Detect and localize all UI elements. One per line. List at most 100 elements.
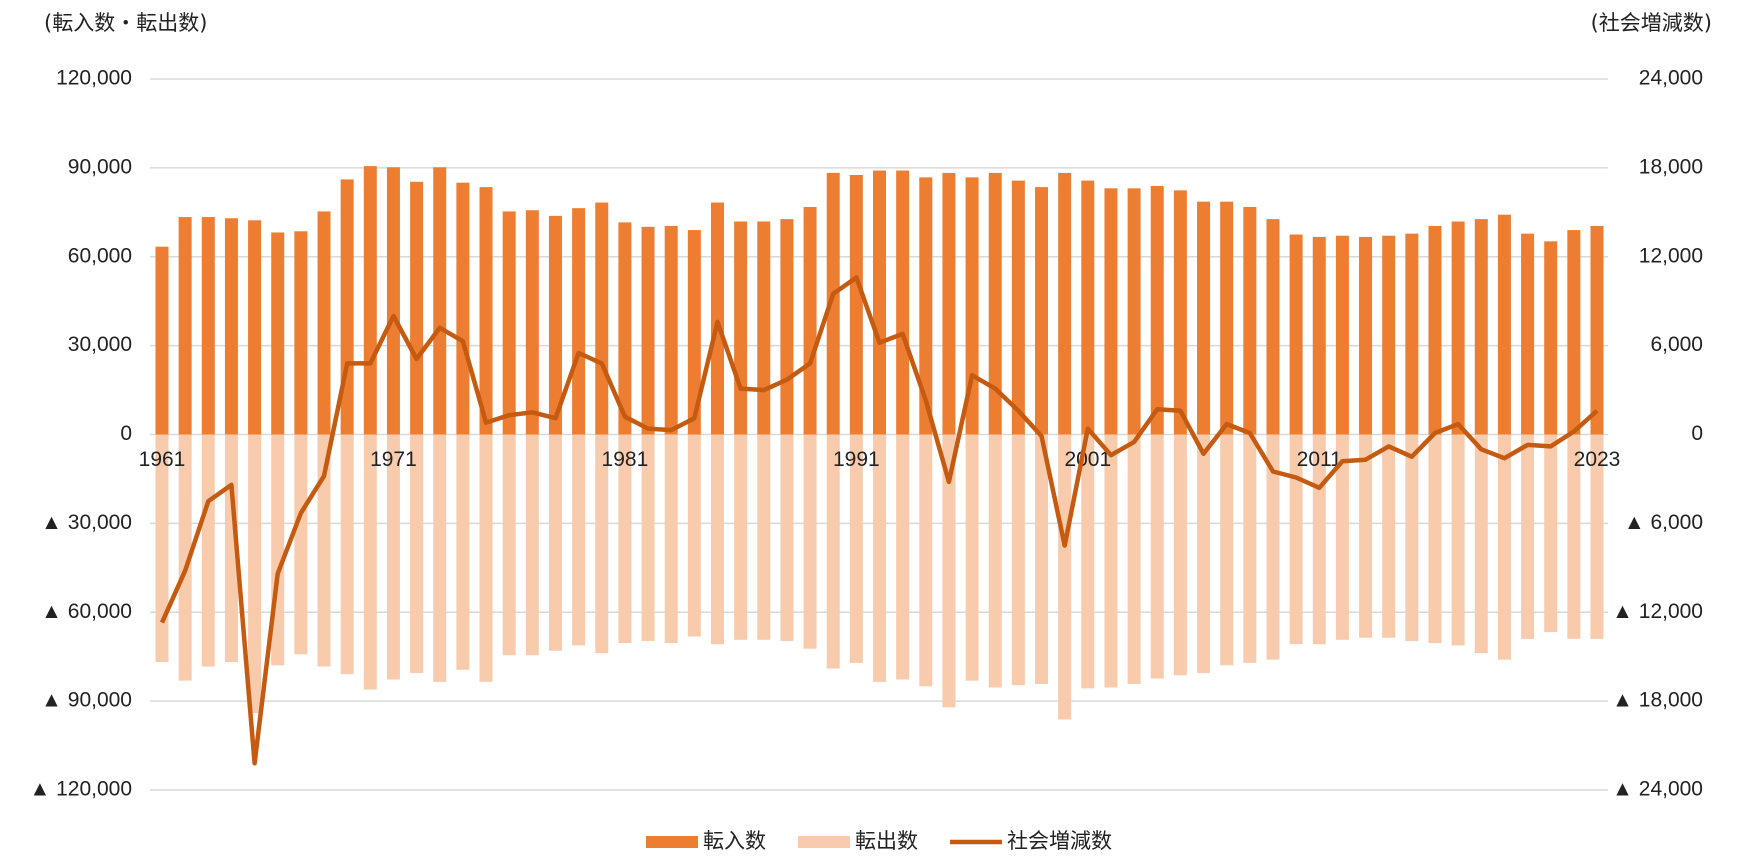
- bar: [710, 202, 724, 435]
- bar: [433, 167, 447, 435]
- y-axis-title: (転入数・転出数): [44, 11, 207, 35]
- bar: [271, 232, 285, 435]
- bar: [1497, 434, 1511, 660]
- bar: [410, 434, 424, 673]
- y2-tick-label: ▲ 18,000: [1612, 689, 1703, 712]
- y2-tick-label: ▲ 24,000: [1612, 778, 1703, 801]
- line: [159, 275, 1599, 766]
- bar: [734, 434, 748, 640]
- bar: [1081, 180, 1095, 435]
- bar: [1590, 434, 1604, 639]
- bar: [525, 210, 539, 435]
- bar: [201, 217, 215, 435]
- bar: [479, 434, 493, 682]
- legend-label: 社会増減数: [1007, 829, 1112, 853]
- bar: [1335, 235, 1349, 435]
- bar: [780, 434, 794, 641]
- y-tick-label: ▲ 90,000: [41, 689, 132, 712]
- bar: [1474, 219, 1488, 435]
- bar: [1544, 434, 1558, 633]
- bar: [155, 246, 169, 435]
- y2-tick-label: ▲ 12,000: [1612, 600, 1703, 623]
- bar: [1035, 187, 1049, 435]
- x-tick-label: 1981: [602, 448, 649, 471]
- bar: [1173, 434, 1187, 676]
- bar: [548, 215, 562, 435]
- bar: [942, 172, 956, 435]
- bar: [826, 434, 840, 669]
- x-tick-label: 1961: [139, 448, 186, 471]
- bar: [1058, 172, 1072, 435]
- bar: [1081, 434, 1095, 689]
- bar: [456, 434, 470, 670]
- bar: [1359, 434, 1373, 638]
- y-tick-label: ▲ 30,000: [41, 511, 132, 534]
- bar: [178, 217, 192, 435]
- bar: [1243, 434, 1257, 663]
- legend-swatch: [646, 836, 698, 848]
- bar: [1544, 241, 1558, 435]
- bar: [1011, 180, 1025, 435]
- bar: [1197, 201, 1211, 435]
- bar: [294, 434, 308, 655]
- x-tick-label: 1991: [833, 448, 880, 471]
- bar: [1405, 233, 1419, 435]
- y-tick-label: 0: [120, 422, 132, 445]
- bar: [1567, 434, 1581, 639]
- bar: [1150, 434, 1164, 679]
- bar: [873, 434, 886, 682]
- bar: [433, 434, 447, 682]
- bar: [803, 206, 817, 435]
- bar: [664, 225, 678, 435]
- bar: [664, 434, 678, 644]
- bar: [340, 434, 354, 675]
- bar: [919, 177, 933, 435]
- y-tick-label: 120,000: [56, 67, 132, 90]
- bar: [1359, 236, 1373, 435]
- bar: [1173, 190, 1187, 435]
- bar: [479, 187, 493, 435]
- bar: [502, 211, 516, 435]
- bar: [178, 434, 192, 681]
- bar: [1382, 434, 1396, 638]
- bar: [734, 221, 748, 435]
- bar: [1127, 188, 1141, 435]
- bar: [572, 434, 586, 646]
- y2-tick-label: 12,000: [1639, 244, 1703, 267]
- bar: [363, 434, 377, 690]
- x-tick-label: 2011: [1297, 448, 1342, 471]
- bar: [1243, 206, 1257, 435]
- bar: [849, 174, 863, 435]
- y-tick-label: 60,000: [68, 244, 132, 267]
- bar: [1428, 225, 1442, 435]
- bar: [1521, 233, 1535, 435]
- bar: [1567, 230, 1581, 435]
- bar: [618, 434, 632, 644]
- bar: [1382, 235, 1396, 435]
- bar: [595, 434, 609, 654]
- bar: [595, 202, 609, 435]
- bar: [942, 434, 956, 708]
- y2-tick-label: 24,000: [1639, 67, 1703, 90]
- bar: [201, 434, 215, 667]
- y2-tick-label: 6,000: [1650, 333, 1703, 356]
- bar: [1127, 434, 1141, 684]
- bar: [687, 230, 701, 435]
- bar: [1197, 434, 1211, 673]
- bar: [965, 434, 979, 681]
- y-tick-label: ▲ 120,000: [29, 778, 132, 801]
- bar: [294, 231, 308, 435]
- bar: [641, 226, 655, 435]
- bar: [618, 222, 632, 435]
- y2-tick-label: 18,000: [1639, 155, 1703, 178]
- bar: [248, 220, 262, 435]
- legend-label: 転入数: [703, 829, 766, 853]
- y2-axis-title: (社会増減数): [1591, 11, 1712, 35]
- bar: [1474, 434, 1488, 654]
- bar: [248, 434, 262, 713]
- bar: [873, 170, 886, 435]
- legend-label: 転出数: [855, 829, 918, 853]
- bar: [1521, 434, 1535, 639]
- bar: [548, 434, 562, 651]
